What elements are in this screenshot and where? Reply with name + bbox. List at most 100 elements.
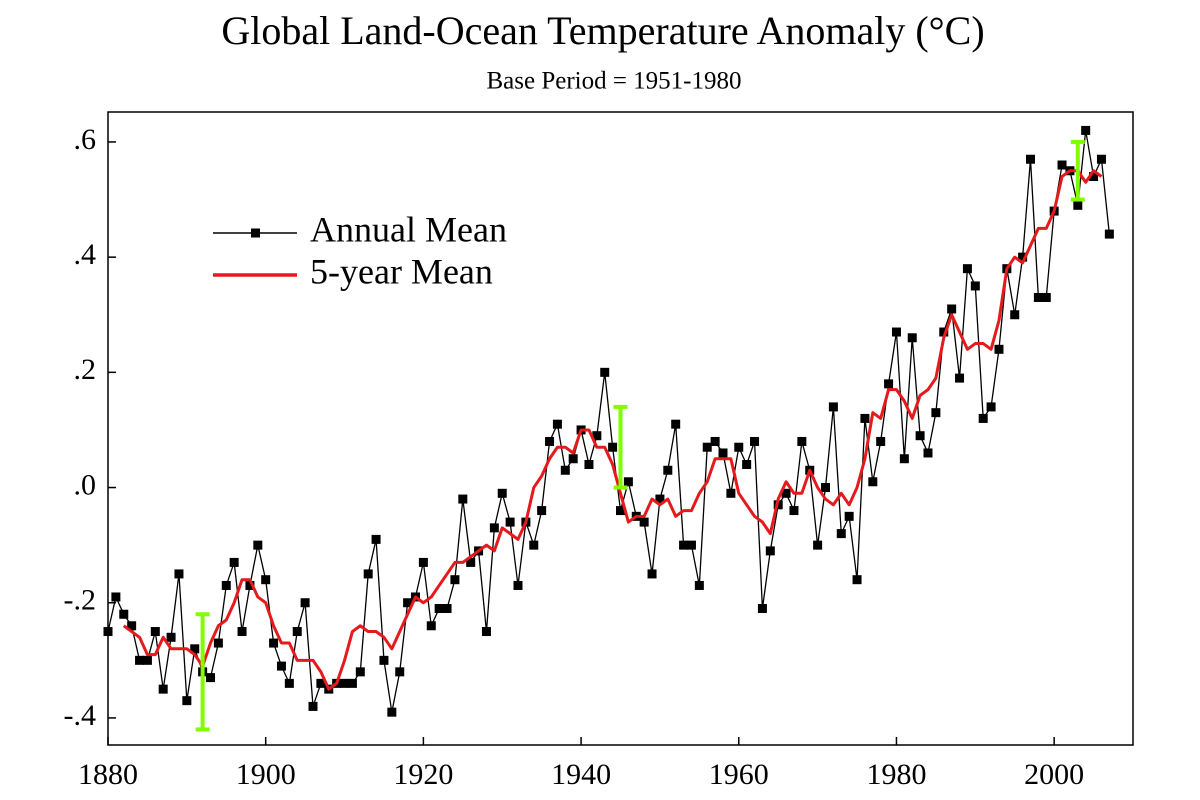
data-point (726, 488, 736, 498)
data-point (450, 575, 460, 585)
data-point (797, 436, 807, 446)
data-point (1089, 172, 1099, 182)
data-point (852, 575, 862, 585)
data-point (174, 569, 184, 579)
data-point (828, 402, 838, 412)
data-point (915, 431, 925, 441)
data-point (103, 627, 113, 637)
data-point (387, 707, 397, 717)
data-point (150, 627, 160, 637)
data-point (750, 436, 760, 446)
data-point (813, 540, 823, 550)
data-point (907, 333, 917, 343)
data-point (355, 667, 365, 677)
data-point (529, 540, 539, 550)
data-point (158, 684, 168, 694)
legend-marker (251, 228, 260, 238)
data-point (1073, 200, 1083, 210)
data-point (655, 494, 665, 504)
data-point (608, 442, 618, 452)
data-point (860, 413, 870, 423)
data-point (718, 448, 728, 458)
data-point (1081, 125, 1091, 135)
data-point (308, 701, 318, 711)
x-tick-label: 1920 (393, 758, 453, 791)
data-point (868, 477, 878, 487)
data-point (316, 678, 326, 688)
data-point (284, 678, 294, 688)
data-point (844, 511, 854, 521)
y-tick-label: -.4 (64, 699, 97, 732)
data-point (379, 655, 389, 665)
data-point (513, 580, 523, 590)
data-point (1026, 154, 1035, 164)
data-point (190, 644, 200, 654)
data-point (395, 667, 405, 677)
data-point (702, 442, 712, 452)
data-point (757, 603, 767, 613)
data-point (261, 575, 271, 585)
data-point (931, 408, 941, 418)
data-point (623, 477, 633, 487)
data-point (119, 609, 129, 619)
data-point (466, 557, 476, 567)
data-point (489, 523, 499, 533)
data-point (371, 534, 381, 544)
data-point (300, 598, 310, 608)
data-point (939, 327, 949, 337)
data-point (481, 627, 491, 637)
data-point (923, 448, 933, 458)
series-line (122, 169, 1103, 691)
data-point (781, 488, 791, 498)
data-point (111, 592, 121, 602)
data-point (789, 506, 799, 516)
data-point (560, 465, 570, 475)
data-point (245, 580, 255, 590)
data-point (166, 632, 176, 642)
data-point (229, 557, 239, 567)
data-point (1010, 310, 1020, 320)
data-point (970, 281, 980, 291)
data-point (552, 419, 562, 429)
data-point (899, 454, 909, 464)
data-point (986, 402, 996, 412)
x-tick-label: 1900 (236, 758, 296, 791)
data-point (426, 621, 436, 631)
data-point (884, 379, 894, 389)
data-point (418, 557, 428, 567)
data-point (962, 264, 972, 274)
plot-frame (107, 111, 1134, 746)
data-point (694, 580, 704, 590)
data-point (1018, 252, 1028, 262)
legend-label: Annual Mean (310, 209, 507, 249)
data-point (363, 569, 373, 579)
y-tick-label: -.2 (64, 584, 97, 617)
data-point (269, 638, 279, 648)
data-point (742, 459, 752, 469)
y-tick-label: .6 (74, 123, 97, 156)
x-tick-label: 1960 (709, 758, 769, 791)
data-point (639, 517, 649, 527)
data-point (206, 673, 215, 683)
data-point (403, 598, 413, 608)
data-point (978, 413, 988, 423)
legend-label: 5-year Mean (310, 251, 493, 291)
chart-subtitle: Base Period = 1951-1980 (486, 68, 741, 95)
data-point (213, 638, 223, 648)
data-point (1041, 292, 1051, 302)
data-point (347, 678, 357, 688)
data-point (1096, 154, 1106, 164)
data-point (686, 540, 696, 550)
data-point (876, 436, 886, 446)
x-tick-label: 1940 (551, 758, 611, 791)
data-point (1033, 292, 1043, 302)
y-tick-label: .4 (74, 238, 97, 271)
data-point (647, 569, 657, 579)
series-line (107, 129, 1110, 713)
data-point (671, 419, 681, 429)
data-point (616, 506, 625, 516)
data-point (1104, 229, 1114, 239)
data-point (458, 494, 468, 504)
data-point (497, 488, 507, 498)
